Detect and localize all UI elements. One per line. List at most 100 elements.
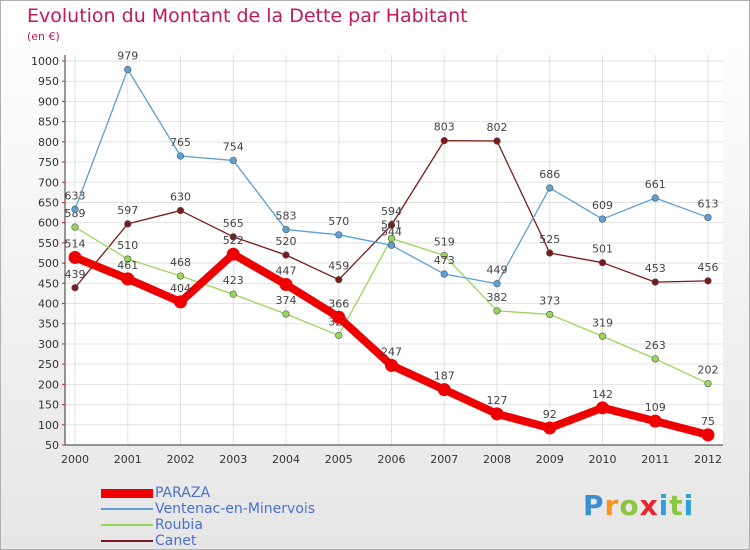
y-tick-label: 900 (38, 95, 59, 108)
data-label: 263 (645, 339, 666, 352)
data-point (176, 272, 185, 280)
data-point (387, 241, 396, 249)
y-tick-label: 150 (38, 399, 59, 412)
data-point (546, 184, 554, 192)
data-label: 520 (276, 235, 297, 248)
y-tick-label: 500 (38, 257, 59, 270)
data-label: 597 (117, 204, 138, 217)
data-point (648, 414, 662, 428)
data-point (493, 307, 501, 315)
legend-label: Ventenac-en-Minervois (155, 501, 316, 517)
data-label: 525 (539, 233, 560, 246)
data-point (71, 284, 79, 292)
chart-title: Evolution du Montant de la Dette par Hab… (27, 5, 468, 27)
proxiti-logo: Proxiti (583, 489, 694, 522)
data-label: 979 (117, 49, 138, 62)
x-tick-label: 2001 (114, 453, 142, 466)
x-tick-label: 2000 (61, 453, 89, 466)
data-point (387, 221, 396, 229)
data-label: 447 (276, 265, 297, 278)
logo-letter: r (604, 489, 620, 522)
data-label: 453 (645, 262, 666, 275)
data-label: 366 (328, 297, 349, 310)
legend-item: Roubia (101, 517, 315, 533)
x-tick-label: 2008 (483, 453, 511, 466)
data-point (493, 280, 501, 288)
logo-letter: x (639, 489, 659, 522)
x-tick-label: 2003 (219, 453, 247, 466)
data-label: 449 (487, 264, 508, 277)
legend-swatch (101, 488, 153, 498)
data-point (121, 272, 135, 286)
data-point (543, 421, 557, 435)
y-tick-label: 450 (38, 277, 59, 290)
logo-letter: i (683, 489, 695, 522)
data-label: 633 (65, 189, 86, 202)
y-tick-label: 250 (38, 358, 59, 371)
data-point (704, 277, 712, 285)
data-label: 583 (276, 210, 297, 223)
data-point (124, 65, 132, 74)
data-point (335, 331, 343, 340)
data-label: 544 (381, 225, 402, 238)
data-point (493, 137, 501, 145)
data-label: 473 (434, 254, 455, 267)
y-tick-label: 400 (38, 298, 59, 311)
y-tick-label: 300 (38, 338, 59, 351)
data-point (335, 276, 343, 284)
x-tick-label: 2010 (589, 453, 617, 466)
data-label: 803 (434, 121, 455, 134)
data-label: 459 (328, 260, 349, 273)
data-point (546, 249, 554, 257)
data-label: 92 (543, 408, 557, 421)
data-label: 456 (698, 261, 719, 274)
data-point (68, 250, 82, 264)
y-tick-label: 650 (38, 196, 59, 209)
y-tick-label: 350 (38, 318, 59, 331)
data-point (598, 259, 607, 267)
data-label: 404 (170, 282, 191, 295)
legend-item: Ventenac-en-Minervois (101, 501, 315, 517)
data-label: 613 (698, 197, 719, 210)
y-tick-label: 750 (38, 156, 59, 169)
data-point (282, 310, 290, 318)
data-label: 423 (223, 274, 244, 287)
data-label: 522 (223, 234, 244, 247)
data-label: 439 (65, 268, 86, 281)
data-label: 765 (170, 136, 191, 149)
x-tick-label: 2011 (641, 453, 669, 466)
legend-label: Roubia (155, 517, 203, 533)
data-point (701, 428, 715, 442)
data-point (490, 407, 504, 421)
data-label: 382 (487, 291, 508, 304)
data-label: 374 (276, 294, 297, 307)
data-label: 501 (592, 243, 613, 256)
plot-area (65, 55, 723, 445)
y-tick-label: 950 (38, 75, 59, 88)
data-label: 109 (645, 401, 666, 414)
data-point (596, 401, 609, 415)
y-tick-label: 850 (38, 116, 59, 129)
data-point (229, 290, 237, 298)
x-tick-label: 2012 (694, 453, 722, 466)
data-label: 661 (645, 178, 666, 191)
x-tick-label: 2009 (536, 453, 564, 466)
data-point (598, 332, 607, 340)
logo-letter: i (658, 489, 670, 522)
data-label: 565 (223, 217, 244, 230)
y-tick-label: 50 (45, 439, 59, 452)
legend-item: Canet (101, 533, 315, 549)
data-point (704, 213, 712, 222)
chart-unit-label: (en €) (27, 30, 60, 43)
data-label: 570 (328, 215, 349, 228)
data-point (440, 251, 448, 260)
data-point (176, 206, 185, 215)
data-label: 519 (434, 235, 455, 248)
data-point (229, 156, 237, 165)
data-label: 187 (434, 370, 455, 383)
data-label: 127 (487, 394, 508, 407)
logo-letter: o (619, 489, 640, 522)
data-point (226, 247, 240, 261)
